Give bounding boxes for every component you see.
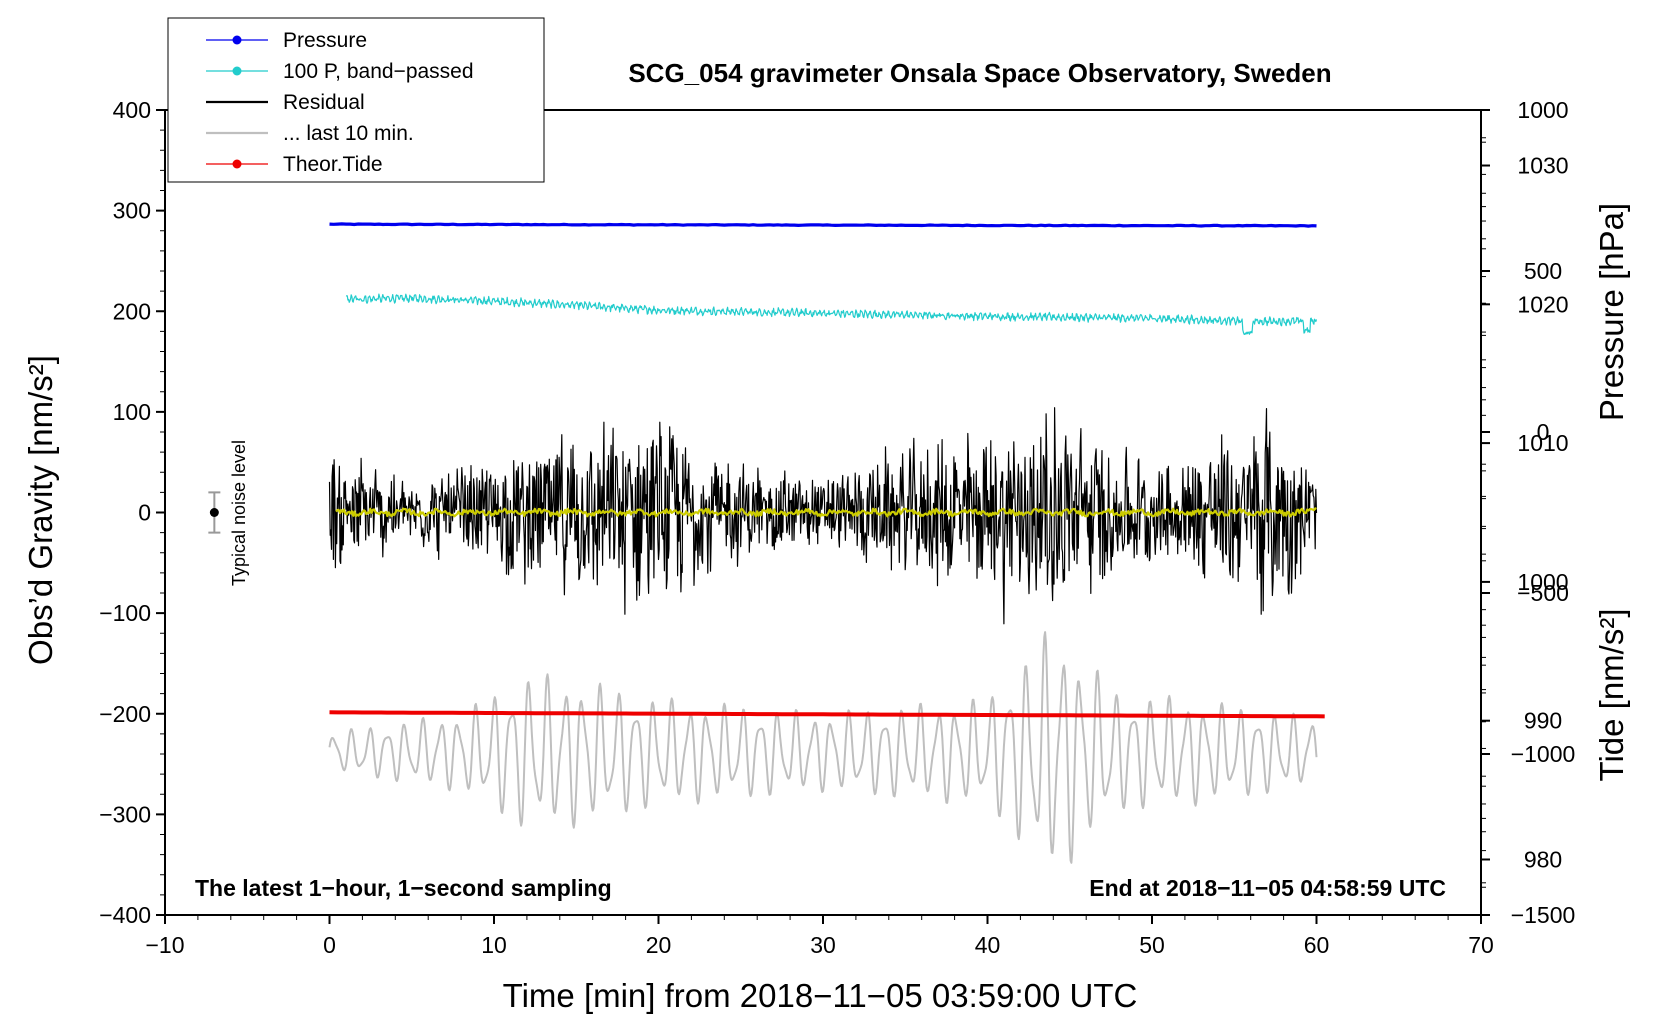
x-tick-label: 50 <box>1139 932 1165 958</box>
y-tick-label: −300 <box>99 801 151 827</box>
legend: Pressure 100 P, band−passed Residual ... la… <box>206 29 474 176</box>
y-tick-label: 400 <box>113 97 151 123</box>
x-tick-label: −10 <box>145 932 184 958</box>
chart-title: SCG_054 gravimeter Onsala Space Observat… <box>628 58 1331 88</box>
series-residual <box>328 407 1318 625</box>
tide-axis-title: Tide [nm/s²] <box>1593 609 1630 782</box>
y-tick-label: 300 <box>113 198 151 224</box>
series-band-passed <box>345 293 1318 335</box>
legend-marker <box>232 159 242 169</box>
tide-tick-label: 1000 <box>1517 97 1568 123</box>
x-tick-label: 40 <box>975 932 1001 958</box>
y-tick-label: −200 <box>99 701 151 727</box>
legend-label: 100 P, band−passed <box>283 60 474 83</box>
series-residual-smoothed <box>335 507 1317 518</box>
noise-level-indicator <box>208 491 221 534</box>
y-axis-ticks: −400 −300 −200 −100 0 100 200 300 400 <box>99 97 165 928</box>
pressure-tick-label: 1030 <box>1517 153 1568 179</box>
pressure-tick-label: 1010 <box>1517 430 1568 456</box>
x-axis-title: Time [min] from 2018−11−05 03:59:00 UTC <box>503 977 1138 1014</box>
y-tick-label: 100 <box>113 399 151 425</box>
tide-tick-label: 500 <box>1524 258 1562 284</box>
series-last-10-min <box>328 631 1318 864</box>
pressure-axis-title: Pressure [hPa] <box>1593 203 1630 421</box>
y-tick-label: −400 <box>99 902 151 928</box>
tide-axis-ticks: −1500 −1000 −500 0 500 1000 <box>1481 97 1575 928</box>
noise-dot <box>209 508 219 517</box>
y-tick-label: 200 <box>113 298 151 324</box>
tide-tick-label: −500 <box>1517 580 1569 606</box>
y-tick-label: −100 <box>99 600 151 626</box>
tide-tick-label: −1000 <box>1511 741 1576 767</box>
y-axis-title: Obs’d Gravity [nm/s²] <box>22 355 59 665</box>
x-tick-label: 20 <box>646 932 672 958</box>
series-pressure <box>329 222 1317 228</box>
tide-tick-label: −1500 <box>1511 902 1576 928</box>
x-tick-label: 0 <box>323 932 336 958</box>
x-tick-label: 30 <box>810 932 836 958</box>
pressure-tick-label: 990 <box>1524 708 1562 734</box>
x-tick-label: 60 <box>1304 932 1330 958</box>
legend-marker <box>232 35 242 45</box>
tide-tick-label: 0 <box>1537 419 1550 445</box>
noise-level-label: Typical noise level <box>229 440 249 586</box>
pressure-tick-label: 980 <box>1524 846 1562 872</box>
pressure-axis-ticks: 980 990 1000 1010 1020 1030 <box>1481 137 1569 888</box>
legend-label: Residual <box>283 91 365 114</box>
series-group <box>328 222 1325 864</box>
y-tick-label: 0 <box>138 500 151 526</box>
x-axis-ticks: −10 0 10 20 30 40 50 60 70 <box>145 915 1494 958</box>
legend-marker <box>232 66 242 76</box>
legend-box <box>167 17 545 183</box>
note-sampling: The latest 1−hour, 1−second sampling <box>195 875 612 901</box>
legend-label: Theor.Tide <box>283 153 383 176</box>
x-tick-label: 70 <box>1468 932 1494 958</box>
note-end-time: End at 2018−11−05 04:58:59 UTC <box>1089 875 1446 901</box>
legend-label: Pressure <box>283 29 367 52</box>
pressure-tick-label: 1020 <box>1517 291 1568 317</box>
pressure-tick-label: 1000 <box>1517 569 1568 595</box>
x-tick-label: 10 <box>481 932 507 958</box>
series-theor-tide <box>329 710 1325 719</box>
legend-label: ... last 10 min. <box>283 122 414 145</box>
